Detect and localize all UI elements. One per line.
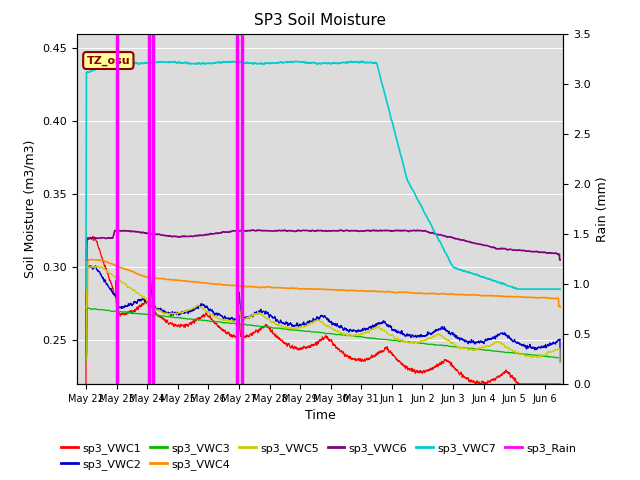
sp3_VWC5 <box>82 359 90 365</box>
sp3_VWC3 <box>83 305 91 311</box>
sp3_VWC1 <box>543 381 550 387</box>
sp3_VWC5 <box>313 317 321 323</box>
sp3_VWC7 <box>300 60 308 65</box>
sp3_VWC7 <box>456 267 463 273</box>
X-axis label: Time: Time <box>305 409 335 422</box>
sp3_VWC7 <box>358 59 366 64</box>
sp3_VWC1 <box>107 278 115 284</box>
sp3_VWC5 <box>456 344 463 349</box>
sp3_VWC4 <box>543 295 550 300</box>
sp3_VWC3 <box>456 345 463 351</box>
sp3_VWC5 <box>88 264 96 269</box>
sp3_VWC4 <box>543 295 550 300</box>
Line: sp3_VWC2: sp3_VWC2 <box>86 265 560 362</box>
sp3_VWC1 <box>82 381 90 387</box>
sp3_VWC2 <box>82 359 90 365</box>
sp3_VWC7 <box>82 286 90 292</box>
sp3_VWC1 <box>313 342 321 348</box>
Legend: sp3_VWC1, sp3_VWC2, sp3_VWC3, sp3_VWC4, sp3_VWC5, sp3_VWC6, sp3_VWC7, sp3_Rain: sp3_VWC1, sp3_VWC2, sp3_VWC3, sp3_VWC4, … <box>57 438 581 474</box>
sp3_VWC7 <box>543 286 550 292</box>
Line: sp3_VWC6: sp3_VWC6 <box>86 230 560 260</box>
sp3_VWC4 <box>313 286 321 292</box>
sp3_VWC2 <box>556 359 564 365</box>
sp3_VWC6 <box>249 227 257 233</box>
sp3_VWC1 <box>89 234 97 240</box>
sp3_VWC2 <box>543 344 550 349</box>
Y-axis label: Soil Moisture (m3/m3): Soil Moisture (m3/m3) <box>24 140 36 278</box>
sp3_VWC1 <box>543 381 550 387</box>
sp3_VWC4 <box>556 304 564 310</box>
sp3_VWC6 <box>106 235 114 241</box>
sp3_VWC5 <box>300 324 308 330</box>
sp3_VWC4 <box>88 257 96 263</box>
sp3_VWC7 <box>556 286 564 292</box>
sp3_VWC5 <box>543 352 550 358</box>
Line: sp3_VWC4: sp3_VWC4 <box>86 260 560 307</box>
sp3_VWC2 <box>300 321 308 327</box>
sp3_VWC4 <box>456 292 463 298</box>
Title: SP3 Soil Moisture: SP3 Soil Moisture <box>254 13 386 28</box>
Y-axis label: Rain (mm): Rain (mm) <box>596 176 609 241</box>
sp3_VWC5 <box>556 359 564 365</box>
sp3_VWC6 <box>300 228 308 233</box>
sp3_VWC5 <box>107 271 115 277</box>
sp3_VWC3 <box>107 308 115 314</box>
sp3_VWC7 <box>313 60 321 66</box>
sp3_VWC6 <box>543 250 550 256</box>
sp3_VWC7 <box>543 286 550 292</box>
sp3_VWC6 <box>82 257 90 263</box>
Line: sp3_VWC3: sp3_VWC3 <box>86 308 560 358</box>
sp3_VWC4 <box>300 286 308 292</box>
sp3_VWC3 <box>313 329 321 335</box>
sp3_VWC3 <box>543 354 550 360</box>
sp3_VWC2 <box>456 337 463 343</box>
sp3_VWC6 <box>556 257 564 263</box>
sp3_VWC3 <box>543 353 550 359</box>
Line: sp3_VWC1: sp3_VWC1 <box>86 237 560 384</box>
sp3_VWC3 <box>556 355 564 360</box>
sp3_VWC1 <box>556 381 564 387</box>
sp3_VWC7 <box>106 60 114 66</box>
sp3_VWC3 <box>82 355 90 360</box>
sp3_VWC4 <box>82 304 90 310</box>
sp3_VWC4 <box>107 261 115 266</box>
sp3_VWC2 <box>107 287 115 293</box>
sp3_VWC2 <box>313 314 321 320</box>
sp3_VWC2 <box>87 263 95 268</box>
sp3_VWC6 <box>543 250 550 256</box>
sp3_VWC6 <box>313 228 321 233</box>
Line: sp3_VWC7: sp3_VWC7 <box>86 61 560 289</box>
sp3_VWC5 <box>543 352 550 358</box>
sp3_VWC1 <box>456 372 463 378</box>
sp3_VWC2 <box>543 345 550 350</box>
sp3_VWC6 <box>456 237 463 242</box>
Text: TZ_osu: TZ_osu <box>86 55 130 66</box>
sp3_VWC3 <box>300 328 308 334</box>
Line: sp3_VWC5: sp3_VWC5 <box>86 266 560 362</box>
sp3_VWC1 <box>300 344 308 349</box>
